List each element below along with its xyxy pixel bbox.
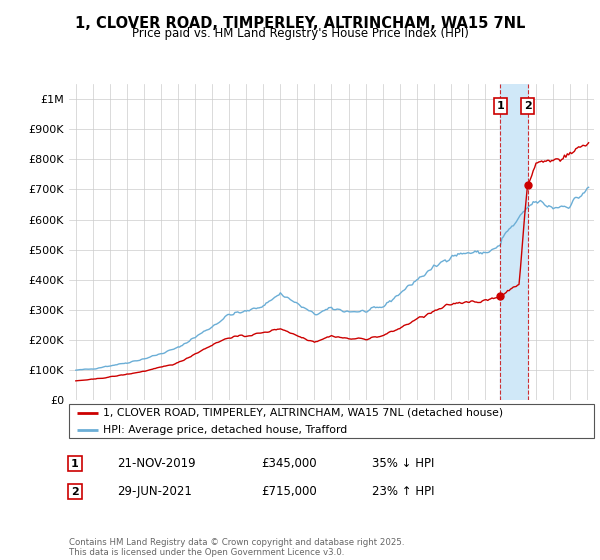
Text: £345,000: £345,000 [261,457,317,470]
Text: 1, CLOVER ROAD, TIMPERLEY, ALTRINCHAM, WA15 7NL (detached house): 1, CLOVER ROAD, TIMPERLEY, ALTRINCHAM, W… [103,408,503,418]
Text: 1: 1 [496,101,504,111]
Text: Contains HM Land Registry data © Crown copyright and database right 2025.
This d: Contains HM Land Registry data © Crown c… [69,538,404,557]
Text: 2: 2 [71,487,79,497]
FancyBboxPatch shape [69,404,594,438]
Text: Price paid vs. HM Land Registry's House Price Index (HPI): Price paid vs. HM Land Registry's House … [131,27,469,40]
Text: £715,000: £715,000 [261,485,317,498]
Bar [500,84,527,400]
Text: HPI: Average price, detached house, Trafford: HPI: Average price, detached house, Traf… [103,424,347,435]
Text: 23% ↑ HPI: 23% ↑ HPI [372,485,434,498]
Text: 2: 2 [524,101,532,111]
Text: 1: 1 [71,459,79,469]
Text: 1, CLOVER ROAD, TIMPERLEY, ALTRINCHAM, WA15 7NL: 1, CLOVER ROAD, TIMPERLEY, ALTRINCHAM, W… [75,16,525,31]
Text: 21-NOV-2019: 21-NOV-2019 [117,457,196,470]
Text: 29-JUN-2021: 29-JUN-2021 [117,485,192,498]
Text: 35% ↓ HPI: 35% ↓ HPI [372,457,434,470]
